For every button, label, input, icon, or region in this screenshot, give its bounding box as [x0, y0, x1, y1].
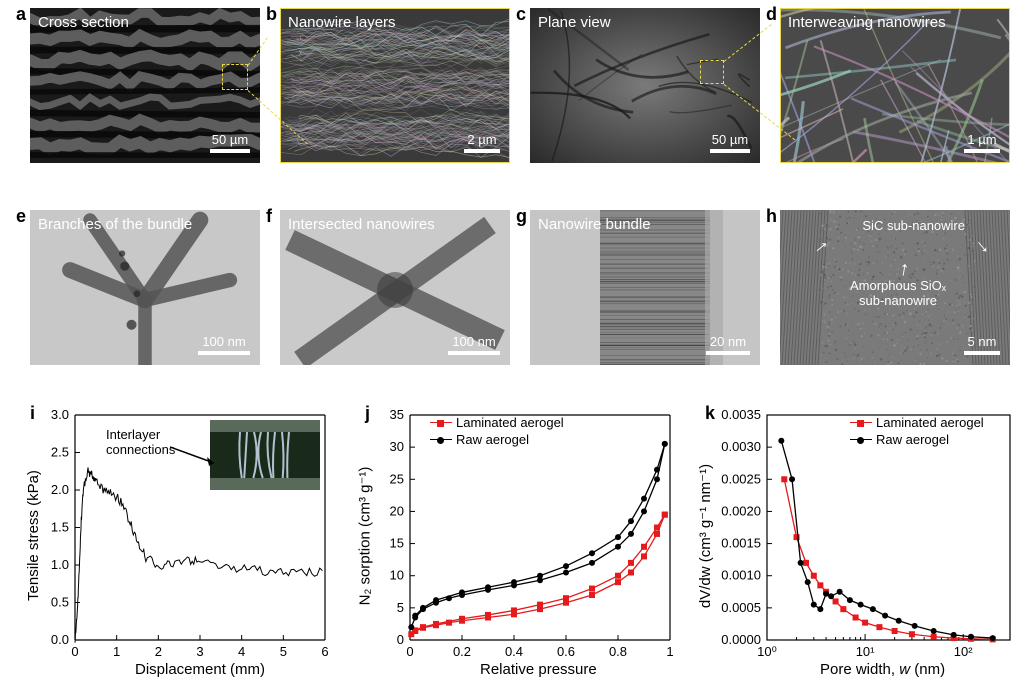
svg-text:1.0: 1.0	[51, 557, 69, 572]
xlabel-i: Displacement (mm)	[135, 661, 265, 678]
legend-j: Laminated aerogelRaw aerogel	[430, 415, 564, 449]
scalebar-e: 100 nm	[198, 334, 250, 355]
zoom-box-c	[700, 60, 724, 84]
svg-text:0.0005: 0.0005	[721, 600, 761, 615]
chart-i: i 0 1 2 3 4 5 6 0.0 0.5 1.0 1.5 2.0 2.5 3.0 Tensile s…	[20, 405, 335, 680]
panel-b: b Nanowire layers 2 µm	[280, 8, 510, 163]
scalebar-d: 1 µm	[964, 132, 1000, 153]
annot-h2: Amorphous SiOₓ sub-nanowire	[850, 278, 946, 308]
svg-text:0.5: 0.5	[51, 595, 69, 610]
svg-text:1: 1	[113, 644, 120, 659]
letter-d: d	[766, 4, 777, 25]
svg-text:3: 3	[196, 644, 203, 659]
annot-h1: SiC sub-nanowire	[862, 218, 965, 233]
svg-text:0.0025: 0.0025	[721, 471, 761, 486]
legend-k: Laminated aerogelRaw aerogel	[850, 415, 984, 449]
label-g: Nanowire bundle	[538, 216, 651, 233]
letter-e: e	[16, 206, 26, 227]
svg-text:10¹: 10¹	[856, 644, 875, 659]
svg-text:15: 15	[390, 536, 404, 551]
svg-text:2: 2	[155, 644, 162, 659]
svg-text:0.0030: 0.0030	[721, 439, 761, 454]
svg-text:10²: 10²	[954, 644, 973, 659]
svg-text:0: 0	[397, 632, 404, 647]
svg-text:2.0: 2.0	[51, 482, 69, 497]
chart-j: j 00.20.40.60.8105101520253035 N₂ sorpti…	[355, 405, 680, 680]
letter-k: k	[705, 403, 715, 424]
svg-text:5: 5	[397, 600, 404, 615]
letter-i: i	[30, 403, 35, 424]
scalebar-g: 20 nm	[706, 334, 750, 355]
xlabel-j: Relative pressure	[480, 661, 597, 678]
svg-text:30: 30	[390, 439, 404, 454]
svg-text:2.5: 2.5	[51, 445, 69, 460]
svg-text:1.5: 1.5	[51, 520, 69, 535]
label-c: Plane view	[538, 14, 611, 31]
letter-b: b	[266, 4, 277, 25]
svg-text:3.0: 3.0	[51, 407, 69, 422]
label-f: Intersected nanowires	[288, 216, 435, 233]
scalebar-a: 50 µm	[210, 132, 250, 153]
svg-text:0.0000: 0.0000	[721, 632, 761, 647]
ylabel-j: N₂ sorption (cm³ g⁻¹)	[355, 467, 373, 606]
svg-text:20: 20	[390, 503, 404, 518]
ylabel-i: Tensile stress (kPa)	[25, 470, 42, 601]
scalebar-b: 2 µm	[464, 132, 500, 153]
svg-text:0.0: 0.0	[51, 632, 69, 647]
label-d: Interweaving nanowires	[788, 14, 946, 31]
annot-arrow-i	[170, 443, 220, 473]
svg-text:10⁰: 10⁰	[757, 644, 777, 659]
panel-g: g Nanowire bundle 20 nm	[530, 210, 760, 365]
svg-text:10: 10	[390, 568, 404, 583]
inset-i	[210, 420, 320, 490]
svg-text:0.8: 0.8	[609, 644, 627, 659]
letter-g: g	[516, 206, 527, 227]
label-b: Nanowire layers	[288, 14, 396, 31]
letter-h: h	[766, 206, 777, 227]
svg-text:0.0010: 0.0010	[721, 568, 761, 583]
panel-f: f Intersected nanowires 100 nm	[280, 210, 510, 365]
letter-f: f	[266, 206, 272, 227]
panel-h: h SiC sub-nanowire Amorphous SiOₓ sub-na…	[780, 210, 1010, 365]
zoom-box-a	[222, 64, 248, 90]
letter-c: c	[516, 4, 526, 25]
arrow-h3: →	[889, 258, 915, 282]
svg-text:4: 4	[238, 644, 245, 659]
letter-a: a	[16, 4, 26, 25]
xlabel-k: Pore width, w (nm)	[820, 661, 945, 678]
svg-text:35: 35	[390, 407, 404, 422]
annot-i: Interlayer connections	[106, 427, 175, 457]
scalebar-c: 50 µm	[710, 132, 750, 153]
label-e: Branches of the bundle	[38, 216, 192, 233]
svg-text:6: 6	[321, 644, 328, 659]
panel-e: e Branches of the bundle 100 nm	[30, 210, 260, 365]
svg-text:5: 5	[280, 644, 287, 659]
scalebar-f: 100 nm	[448, 334, 500, 355]
svg-text:0.0035: 0.0035	[721, 407, 761, 422]
svg-text:0.6: 0.6	[557, 644, 575, 659]
svg-text:0.4: 0.4	[505, 644, 523, 659]
svg-text:0: 0	[71, 644, 78, 659]
svg-text:0.0015: 0.0015	[721, 536, 761, 551]
svg-text:0.2: 0.2	[453, 644, 471, 659]
svg-text:1: 1	[666, 644, 673, 659]
chart-k: k 0.0000 0.0005 0.0010 0.0015 0.0020 0.0025 0.…	[695, 405, 1020, 680]
svg-text:0: 0	[406, 644, 413, 659]
ylabel-k: dV/dw (cm³ g⁻¹ nm⁻¹)	[696, 464, 714, 608]
label-a: Cross section	[38, 14, 129, 31]
svg-text:0.0020: 0.0020	[721, 503, 761, 518]
scalebar-h: 5 nm	[964, 334, 1000, 355]
letter-j: j	[365, 403, 370, 424]
panel-d: d Interweaving nanowires 1 µm	[780, 8, 1010, 163]
svg-text:25: 25	[390, 471, 404, 486]
